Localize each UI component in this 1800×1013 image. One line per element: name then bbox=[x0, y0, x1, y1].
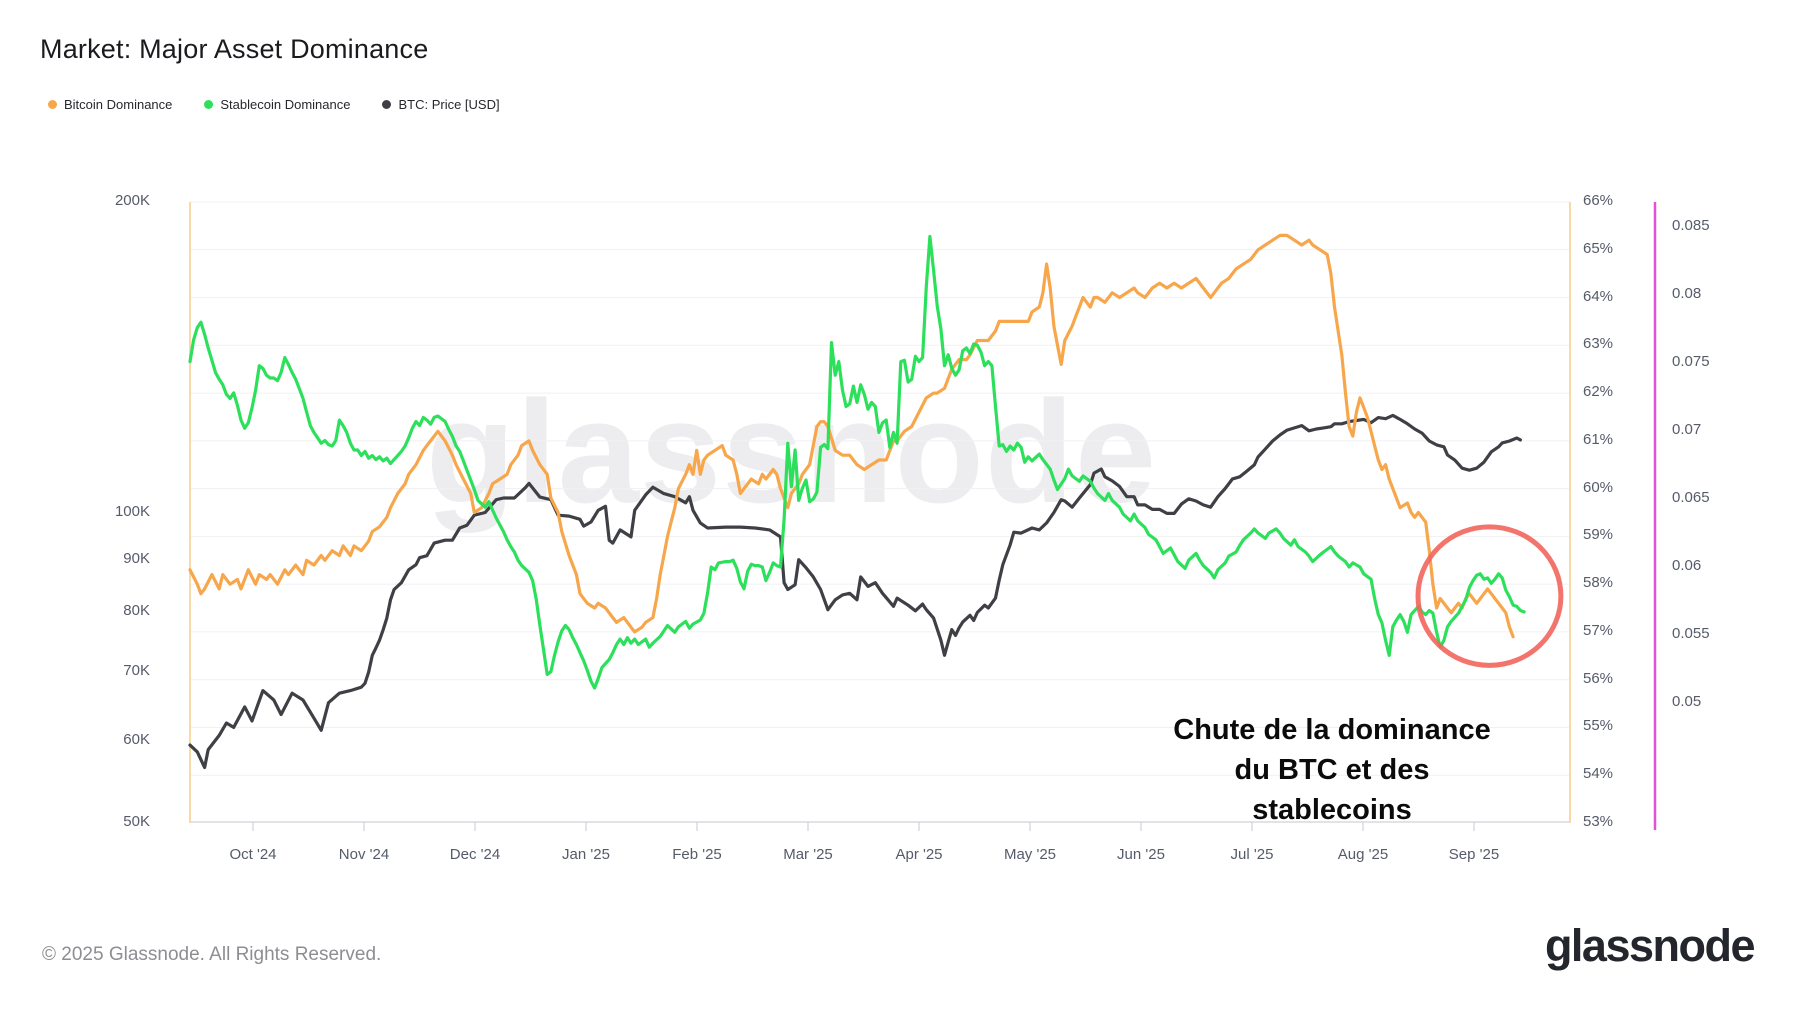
x-axis-month-tick: Aug '25 bbox=[1337, 846, 1389, 863]
y-axis-price-tick: 200K bbox=[114, 192, 150, 209]
series-line-stablecoin-dominance bbox=[188, 234, 1526, 690]
page-title: Market: Major Asset Dominance bbox=[40, 34, 429, 64]
y-axis-dominance-tick: 56% bbox=[1583, 669, 1614, 687]
x-axis-month-tick: Mar '25 bbox=[783, 846, 833, 863]
y-axis-price-tick: 60K bbox=[123, 731, 150, 749]
x-axis-month-tick: Apr '25 bbox=[895, 846, 943, 863]
annotation-line-2: du BTC et des stablecoins bbox=[1234, 754, 1430, 826]
x-axis-month-tick: Jun '25 bbox=[1117, 846, 1165, 863]
y-axis-dominance-tick: 65% bbox=[1583, 239, 1614, 257]
y-axis-dominance-tick: 61% bbox=[1583, 430, 1614, 448]
legend-dot-icon bbox=[382, 100, 392, 109]
y-axis-dominance-tick: 63% bbox=[1583, 335, 1614, 353]
legend-item-stablecoin-dominance[interactable]: Stablecoin Dominance bbox=[204, 97, 350, 112]
highlight-circle bbox=[1415, 524, 1564, 668]
x-axis-month-tick: Nov '24 bbox=[338, 846, 390, 863]
legend-label: Stablecoin Dominance bbox=[220, 97, 351, 112]
legend: Bitcoin Dominance Stablecoin Dominance BTC… bbox=[48, 97, 500, 112]
legend-label: BTC: Price [USD] bbox=[398, 97, 500, 112]
legend-label: Bitcoin Dominance bbox=[64, 97, 173, 112]
y-axis-price-tick: 70K bbox=[123, 662, 150, 680]
y-axis-stablecoin-tick: 0.07 bbox=[1672, 421, 1702, 438]
y-axis-price-tick: 100K bbox=[114, 502, 150, 520]
glassnode-watermark: glassnode bbox=[426, 370, 1158, 533]
legend-item-btc-price-usd-[interactable]: BTC: Price [USD] bbox=[382, 97, 500, 112]
y-axis-stablecoin-tick: 0.06 bbox=[1672, 557, 1702, 574]
y-axis-dominance-tick: 64% bbox=[1583, 287, 1614, 305]
y-axis-stablecoin-tick: 0.055 bbox=[1672, 625, 1710, 642]
legend-dot-icon bbox=[204, 100, 214, 109]
y-axis-price-tick: 80K bbox=[123, 602, 150, 620]
x-axis-month-tick: Oct '24 bbox=[229, 846, 277, 863]
y-axis-stablecoin-tick: 0.075 bbox=[1672, 353, 1710, 370]
x-axis-month-tick: May '25 bbox=[1003, 846, 1057, 863]
y-axis-dominance-tick: 54% bbox=[1583, 765, 1614, 783]
y-axis-dominance-tick: 55% bbox=[1583, 717, 1614, 735]
annotation-text: Chute de la dominance du BTC et des stab… bbox=[1158, 710, 1506, 830]
series-line-btc-price-usd- bbox=[188, 413, 1523, 770]
y-axis-price-tick: 90K bbox=[123, 549, 150, 567]
y-axis-stablecoin-tick: 0.085 bbox=[1672, 217, 1710, 234]
legend-item-bitcoin-dominance[interactable]: Bitcoin Dominance bbox=[48, 97, 172, 112]
x-axis-month-tick: Jan '25 bbox=[562, 846, 610, 863]
y-axis-price-tick: 50K bbox=[123, 813, 150, 830]
x-axis-month-tick: Dec '24 bbox=[449, 846, 501, 863]
glassnode-logo: glassnode bbox=[1544, 920, 1756, 971]
legend-dot-icon bbox=[48, 100, 57, 109]
copyright-text: © 2025 Glassnode. All Rights Reserved. bbox=[42, 944, 382, 965]
series-line-bitcoin-dominance bbox=[188, 233, 1515, 639]
y-axis-stablecoin-tick: 0.065 bbox=[1672, 489, 1710, 506]
y-axis-dominance-tick: 59% bbox=[1583, 526, 1614, 544]
y-axis-dominance-tick: 62% bbox=[1583, 383, 1614, 401]
y-axis-dominance-tick: 66% bbox=[1583, 192, 1614, 209]
y-axis-dominance-tick: 58% bbox=[1583, 574, 1614, 592]
y-axis-stablecoin-tick: 0.08 bbox=[1672, 285, 1702, 302]
y-axis-dominance-tick: 60% bbox=[1583, 478, 1614, 496]
y-axis-dominance-tick: 57% bbox=[1583, 621, 1614, 639]
x-axis-month-tick: Sep '25 bbox=[1448, 846, 1500, 863]
x-axis-month-tick: Jul '25 bbox=[1230, 846, 1274, 863]
annotation-line-1: Chute de la dominance bbox=[1173, 714, 1491, 746]
y-axis-dominance-tick: 53% bbox=[1583, 813, 1614, 830]
y-axis-stablecoin-tick: 0.05 bbox=[1672, 693, 1702, 710]
x-axis-month-tick: Feb '25 bbox=[672, 846, 722, 863]
